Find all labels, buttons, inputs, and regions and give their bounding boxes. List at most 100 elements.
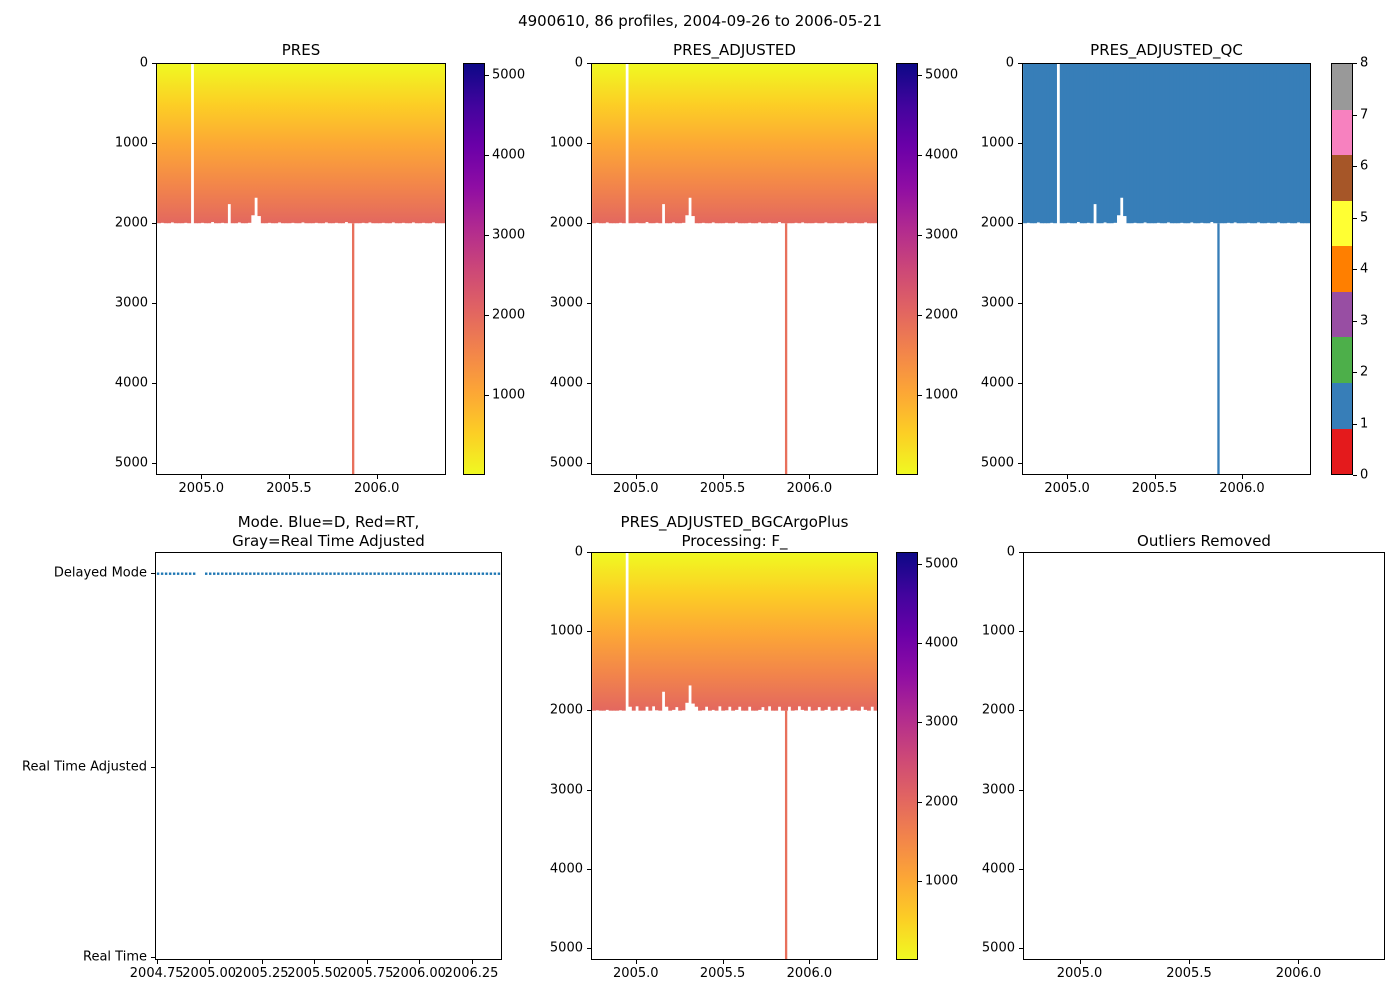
y-tick-label: 3000 xyxy=(981,782,1015,798)
panel-title-outliers-removed: Outliers Removed xyxy=(1137,532,1271,550)
x-tick-mark xyxy=(1154,475,1156,479)
y-tick-label: Real Time xyxy=(83,949,147,965)
x-tick-mark xyxy=(471,960,473,964)
colorbar-tick-label: 4000 xyxy=(925,147,959,163)
colorbar-segment xyxy=(1332,291,1352,338)
x-tick-label: 2005.00 xyxy=(182,966,237,981)
x-tick-label: 2006.0 xyxy=(786,966,833,981)
colorbar-tick-mark xyxy=(485,155,489,156)
colorbar-tick-label: 5 xyxy=(1360,210,1369,225)
colorbar-tick-mark xyxy=(918,563,922,565)
y-tick-mark xyxy=(587,383,591,384)
y-tick-label: 2000 xyxy=(549,215,583,231)
colorbar-tick-label: 2 xyxy=(1360,364,1369,380)
colorbar-tick-label: 2000 xyxy=(925,307,959,323)
y-tick-label: 1000 xyxy=(981,623,1015,639)
y-tick-mark xyxy=(1018,383,1022,384)
colorbar-segment xyxy=(1332,337,1352,383)
x-tick-label: 2004.75 xyxy=(129,966,184,981)
y-tick-label: 3000 xyxy=(980,295,1014,311)
y-tick-mark xyxy=(587,303,591,304)
y-tick-mark xyxy=(1018,63,1022,64)
x-tick-label: 2005.0 xyxy=(613,966,659,981)
x-tick-label: 2005.5 xyxy=(1131,481,1178,496)
x-tick-mark xyxy=(1067,475,1069,479)
colorbar-tick-mark xyxy=(1353,166,1357,167)
figure-suptitle: 4900610, 86 profiles, 2004-09-26 to 2006… xyxy=(518,12,882,30)
colorbar-bar xyxy=(463,63,485,475)
y-tick-label: 4000 xyxy=(980,375,1014,391)
x-tick-label: 2005.25 xyxy=(234,966,289,981)
y-tick-mark xyxy=(587,142,591,144)
x-tick-mark xyxy=(419,960,421,964)
colorbar-tick-label: 5000 xyxy=(925,556,959,572)
x-tick-label: 2005.0 xyxy=(1044,481,1090,496)
colorbar-tick-mark xyxy=(1353,114,1357,116)
colorbar-qc: 0 1 2 3 4 5 6 7 8 xyxy=(1331,56,1368,483)
y-tick-label: 1000 xyxy=(549,135,583,151)
y-tick-label: 3000 xyxy=(549,295,583,311)
x-tick-mark xyxy=(635,475,637,479)
y-tick-mark xyxy=(587,463,591,464)
plot-area-mode xyxy=(155,552,502,960)
x-tick-mark xyxy=(156,960,158,964)
colorbar-bar xyxy=(896,63,918,475)
x-tick-mark xyxy=(722,960,724,964)
colorbar-pres-adjusted: 1000 2000 3000 4000 5000 xyxy=(896,63,958,475)
panel-bgc: 0 1000 2000 3000 4000 5000 2005.0 2005.5 2006.0 xyxy=(550,545,878,981)
x-tick-mark xyxy=(1298,960,1300,964)
x-tick-label: 2006.0 xyxy=(1219,481,1265,496)
plot-area-adj xyxy=(591,63,878,475)
x-tick-label: 2005.0 xyxy=(178,481,225,496)
colorbar-bgc: 1000 2000 3000 4000 5000 xyxy=(896,552,958,960)
x-tick-label: 2006.0 xyxy=(786,481,833,496)
colorbar-tick-mark xyxy=(918,75,922,76)
x-tick-label: 2005.75 xyxy=(339,966,394,981)
x-tick-mark xyxy=(201,475,203,479)
colorbar-tick-mark xyxy=(1353,320,1357,322)
y-tick-label: 1000 xyxy=(980,135,1014,151)
colorbar-tick-mark xyxy=(1353,63,1357,64)
y-tick-mark xyxy=(587,948,591,950)
y-tick-mark xyxy=(1019,948,1023,950)
y-tick-label: 5000 xyxy=(549,455,583,471)
colorbar-tick-mark xyxy=(918,155,922,156)
colorbar-tick-label: 6 xyxy=(1360,158,1369,174)
colorbar-segment xyxy=(1332,428,1352,475)
colorbar-tick-mark xyxy=(485,75,489,76)
colorbar-tick-mark xyxy=(918,315,922,316)
plot-area-qc xyxy=(1022,63,1311,475)
y-tick-mark xyxy=(587,63,591,64)
panel-title-pres-adjusted-qc: PRES_ADJUSTED_QC xyxy=(1090,41,1243,59)
y-tick-label: 2000 xyxy=(114,215,148,231)
colorbar-tick-mark xyxy=(918,880,922,882)
x-tick-mark xyxy=(1241,475,1243,479)
y-tick-label: 5000 xyxy=(114,455,148,471)
y-tick-label: 4000 xyxy=(549,861,583,877)
colorbar-segment xyxy=(1332,246,1352,292)
colorbar-tick-label: 3 xyxy=(1360,313,1369,328)
colorbar-tick-mark xyxy=(918,722,922,724)
x-tick-label: 2006.0 xyxy=(1275,966,1322,981)
colorbar-bar xyxy=(1331,63,1353,475)
panel-title-bgc: PRES_ADJUSTED_BGCArgoPlus Processing: F_ xyxy=(620,513,849,550)
x-tick-mark xyxy=(366,960,368,964)
x-tick-label: 2005.0 xyxy=(1056,966,1103,981)
colorbar-tick-label: 5000 xyxy=(925,67,959,83)
colorbar-tick-mark xyxy=(1353,217,1357,219)
plot-area-pres xyxy=(156,63,446,475)
y-tick-label: 2000 xyxy=(981,702,1015,718)
colorbar-tick-label: 8 xyxy=(1360,55,1369,71)
plot-area-bgc xyxy=(591,552,878,960)
colorbar-tick-mark xyxy=(485,315,489,316)
x-tick-mark xyxy=(722,475,724,479)
y-tick-mark xyxy=(152,303,156,304)
colorbar-tick-label: 3000 xyxy=(925,227,959,243)
y-tick-mark xyxy=(587,222,591,224)
y-tick-label: 2000 xyxy=(549,702,583,718)
y-tick-mark xyxy=(152,63,156,64)
y-tick-mark xyxy=(152,383,156,384)
x-tick-mark xyxy=(209,960,211,964)
colorbar-segment xyxy=(1332,64,1352,110)
